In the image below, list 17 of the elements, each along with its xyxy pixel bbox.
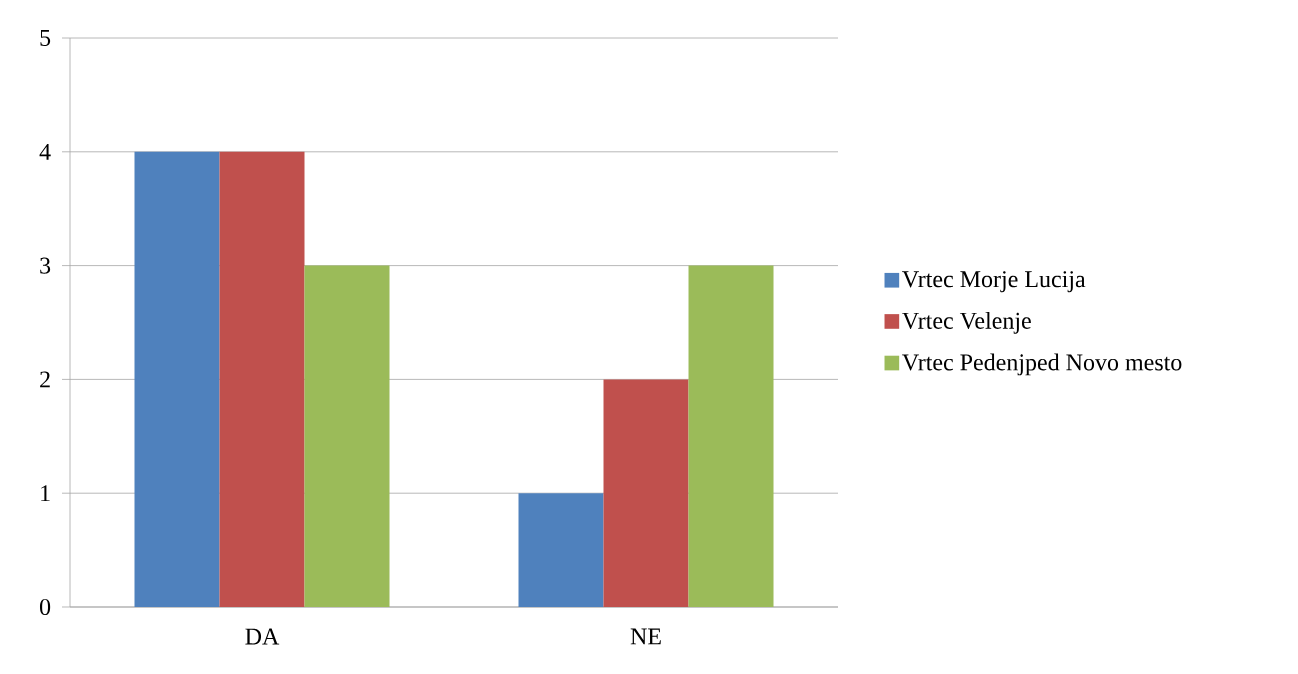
legend-label: Vrtec Pedenjped Novo mesto (902, 353, 1182, 376)
legend-label: Vrtec Morje Lucija (902, 271, 1086, 293)
bar (219, 151, 305, 607)
legend-label: Vrtec Velenje (902, 311, 1031, 334)
y-tick-label: 3 (40, 257, 51, 274)
y-tick-label: 4 (39, 143, 51, 160)
y-tick-label: 0 (39, 598, 51, 616)
bar (134, 151, 220, 607)
y-tick-label: 1 (41, 485, 50, 502)
x-tick-label: NE (630, 628, 661, 645)
bar (688, 265, 774, 607)
x-tick-label: DA (245, 628, 280, 645)
bar (518, 493, 604, 607)
y-tick-label: 2 (40, 371, 50, 388)
bar (304, 265, 390, 607)
bar (603, 379, 689, 607)
y-tick-label: 5 (40, 30, 51, 46)
